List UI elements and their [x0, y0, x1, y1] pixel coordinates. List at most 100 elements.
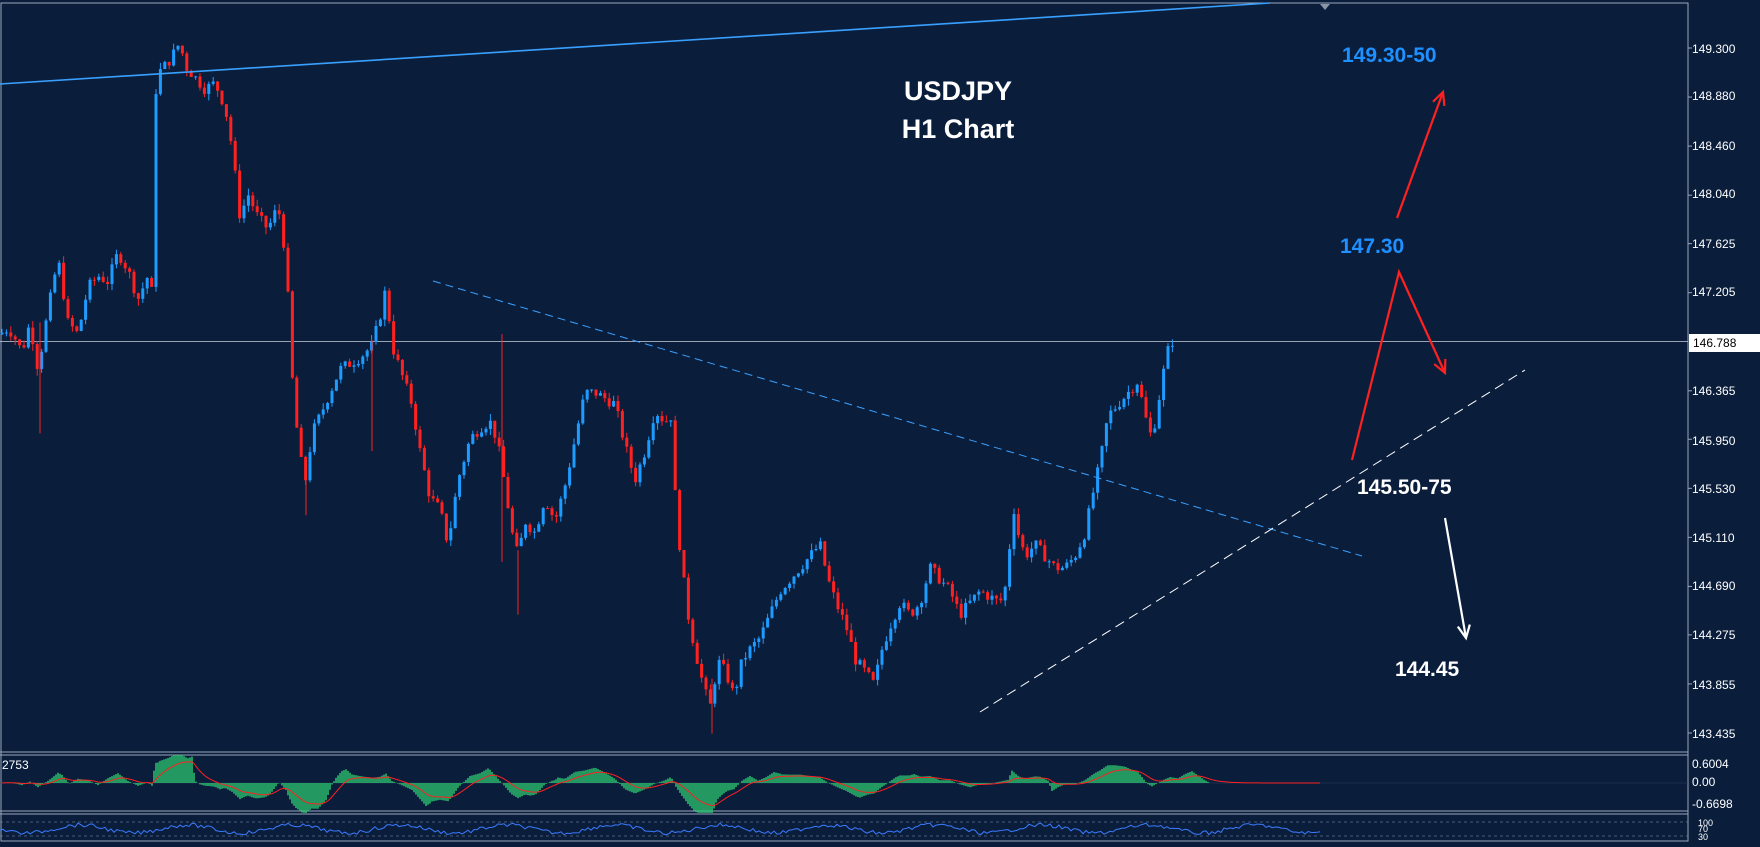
indicator-name: 2753 — [2, 758, 29, 772]
candle-body — [440, 502, 444, 514]
candle-body — [480, 432, 484, 437]
candle-body — [722, 659, 726, 664]
last-price-label: 146.788 — [1689, 334, 1760, 352]
chart-title-timeframe: H1 Chart — [901, 114, 1015, 144]
candle-body — [744, 658, 748, 660]
candle-body — [616, 401, 620, 412]
candle-body — [510, 508, 514, 533]
candle-body — [832, 581, 836, 593]
candle-body — [656, 416, 660, 424]
candle-body — [290, 291, 294, 378]
descending-trendline — [432, 280, 1363, 557]
candle-body — [150, 277, 154, 287]
candle-body — [431, 496, 435, 499]
candle-body — [902, 602, 906, 609]
candle-body — [308, 452, 312, 481]
candle-body — [497, 437, 501, 447]
candle-body — [708, 689, 712, 704]
candle-body — [889, 628, 893, 642]
candle-body — [26, 327, 30, 348]
candle-body — [268, 222, 272, 228]
candle-body — [642, 457, 646, 465]
candle-body — [1065, 562, 1069, 568]
candle-body — [176, 45, 180, 50]
candle-body — [678, 490, 682, 551]
candle-body — [796, 573, 800, 577]
candle-body — [532, 531, 536, 533]
candle-body — [651, 423, 655, 441]
candle-body — [898, 608, 902, 620]
candle-body — [884, 641, 888, 650]
candle-body — [31, 327, 35, 345]
annotation-support-145: 145.50-75 — [1357, 476, 1452, 499]
candle-body — [75, 326, 79, 331]
candle-body — [761, 627, 765, 639]
candle-body — [9, 332, 13, 337]
candle-body — [1122, 398, 1126, 408]
candle-body — [805, 559, 809, 570]
candle-body — [233, 140, 237, 171]
oscillator-tick: 70 — [1698, 824, 1709, 834]
y-tick-label: 143.855 — [1692, 678, 1736, 692]
candle-body — [629, 446, 633, 468]
candle-body — [1074, 557, 1078, 560]
candle-body — [959, 603, 963, 618]
candle-body — [462, 461, 466, 476]
candle-body — [145, 277, 149, 289]
signal-line — [1, 761, 1321, 807]
candle-body — [400, 359, 404, 376]
candle-body — [524, 524, 528, 538]
candle-body — [942, 582, 946, 584]
candle-body — [1060, 567, 1064, 571]
candle-body — [911, 609, 915, 616]
candle-body — [1038, 540, 1042, 546]
candle-body — [981, 591, 985, 593]
candle-body — [1087, 508, 1091, 540]
candle-body — [273, 210, 277, 223]
candle-body — [1056, 563, 1060, 571]
candle-body — [519, 537, 523, 547]
oscillator-tick: 100 — [1698, 818, 1714, 828]
candle-body — [827, 565, 831, 582]
candle-body — [70, 317, 74, 327]
candle-body — [414, 403, 418, 430]
candlestick-series — [0, 43, 1174, 734]
candle-body — [383, 290, 387, 320]
candle-body — [158, 69, 162, 95]
arrow-up-target-head — [1432, 89, 1446, 107]
indicator-tick: 0.00 — [1692, 775, 1716, 789]
candle-body — [739, 659, 743, 687]
candle-body — [871, 672, 875, 680]
candle-body — [1021, 535, 1025, 548]
candle-body — [937, 567, 941, 584]
ascending-support-trendline — [979, 369, 1526, 713]
candle-body — [955, 596, 959, 604]
candle-body — [154, 94, 158, 287]
candle-body — [1170, 345, 1174, 347]
candle-body — [766, 617, 770, 628]
candle-body — [528, 524, 532, 533]
candle-body — [933, 563, 937, 568]
candle-body — [0, 332, 4, 335]
candle-body — [757, 638, 761, 642]
candle-body — [123, 262, 127, 269]
candle-body — [97, 276, 101, 281]
candle-body — [18, 339, 22, 346]
candle-body — [814, 549, 818, 551]
candle-body — [612, 401, 616, 407]
candle-body — [603, 393, 607, 399]
candle-body — [356, 363, 360, 366]
candle-body — [488, 420, 492, 429]
candle-body — [277, 210, 281, 215]
candle-body — [79, 319, 83, 331]
candle-body — [950, 583, 954, 597]
candle-body — [554, 515, 558, 517]
candle-body — [62, 262, 66, 300]
candle-body — [106, 281, 110, 285]
chart-title-symbol: USDJPY — [903, 76, 1013, 106]
candle-body — [964, 602, 968, 618]
candle-body — [1140, 384, 1144, 398]
candle-body — [607, 398, 611, 407]
candle-body — [946, 582, 950, 584]
